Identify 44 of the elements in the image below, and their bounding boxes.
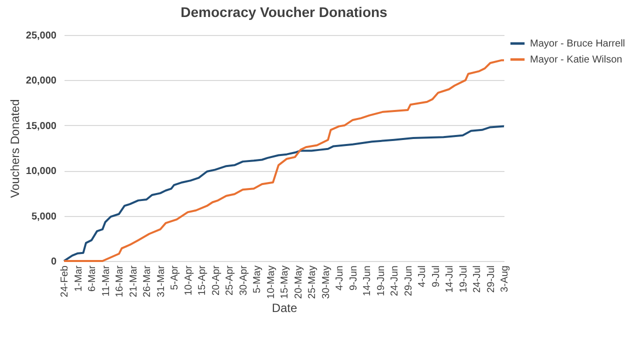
x-tick-label: 21-Mar <box>128 264 140 298</box>
legend-label: Mayor - Katie Wilson <box>530 54 622 66</box>
y-tick-label: 20,000 <box>26 76 57 87</box>
x-tick-label: 19-Jul <box>458 266 470 293</box>
y-tick-label: 10,000 <box>26 166 57 178</box>
x-tick-label: 16-Mar <box>114 264 126 298</box>
legend-label: Mayor - Bruce Harrell <box>530 38 626 50</box>
y-tick-label: 0 <box>50 256 57 268</box>
x-tick-label: 29-Jun <box>403 266 414 296</box>
x-tick-label: 30-May <box>320 266 332 299</box>
x-tick-label: 30-Apr <box>238 264 250 296</box>
y-tick-label: 25,000 <box>26 30 57 42</box>
x-tick-label: 4-Jul <box>417 266 428 288</box>
x-tick-label: 5-May <box>252 266 263 294</box>
x-tick-label: 6-Mar <box>87 264 98 292</box>
x-tick-label: 20-Apr <box>210 264 222 296</box>
x-tick-label: 31-Mar <box>156 264 167 298</box>
x-tick-label: 24-Feb <box>60 265 70 298</box>
x-axis-title: Date <box>272 300 298 315</box>
x-tick-label: 11-Mar <box>100 264 112 296</box>
x-tick-label: 10-Apr <box>183 264 194 296</box>
y-tick-label: 15,000 <box>26 120 57 132</box>
x-tick-label: 4-Jun <box>334 266 346 291</box>
x-tick-label: 26-Mar <box>142 264 153 298</box>
y-tick-label: 5,000 <box>31 211 57 222</box>
x-tick-label: 9-Jun <box>348 266 360 291</box>
x-tick-label: 9-Jul <box>430 266 442 288</box>
x-tick-label: 24-Jun <box>390 266 400 296</box>
x-tick-label: 25-May <box>307 266 318 299</box>
x-tick-label: 3-Aug <box>500 266 510 292</box>
x-tick-label: 15-Apr <box>197 264 208 296</box>
y-axis-title: Vouchers Donated <box>8 99 22 198</box>
x-tick-label: 14-Jun <box>362 266 373 296</box>
x-tick-label: 15-May <box>280 266 290 299</box>
x-tick-label: 5-Apr <box>170 264 180 290</box>
x-tick-label: 19-Jun <box>376 266 387 296</box>
x-tick-label: 14-Jul <box>444 266 456 293</box>
x-tick-label: 29-Jul <box>486 266 497 293</box>
x-tick-label: 1-Mar <box>73 264 84 292</box>
x-tick-label: 20-May <box>293 266 304 299</box>
x-tick-label: 24-Jul <box>472 266 483 293</box>
chart-title: Democracy Voucher Donations <box>180 4 388 20</box>
x-tick-label: 10-May <box>266 266 277 299</box>
x-tick-label: 25-Apr <box>224 264 236 296</box>
